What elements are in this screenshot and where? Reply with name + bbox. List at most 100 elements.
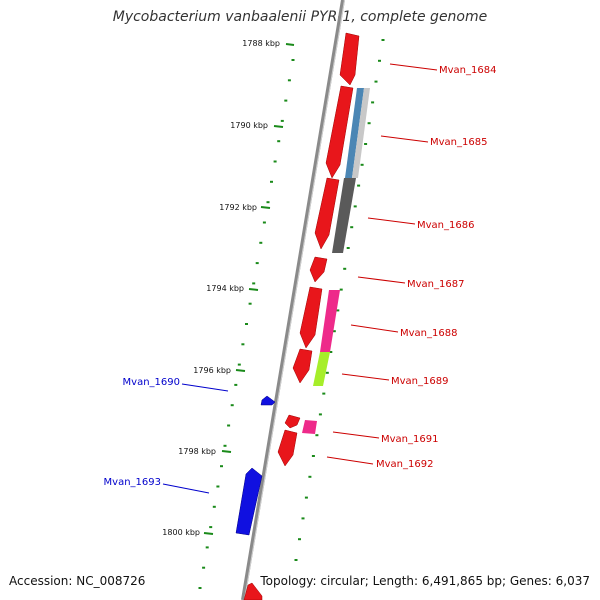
guide-dot: [353, 205, 357, 208]
guide-dot: [245, 323, 248, 325]
guide-dot: [329, 351, 333, 353]
guide-dot: [255, 262, 259, 265]
cog-ring: [302, 88, 370, 434]
guide-dot: [304, 496, 308, 499]
gene-arrow-mvan-1690[interactable]: [260, 395, 276, 406]
kbp-tick-mark: [260, 206, 271, 209]
gene-arrow-mvan-1689[interactable]: [292, 348, 313, 384]
leader-line: [380, 135, 429, 143]
gene-label-mvan-1689[interactable]: Mvan_1689: [391, 376, 448, 387]
guide-dot: [360, 163, 364, 166]
kbp-tick-label: 1794 kbp: [206, 284, 244, 293]
kbp-tick-mark: [203, 532, 214, 535]
gene-arrow-next[interactable]: [243, 582, 263, 600]
guide-dot: [277, 140, 281, 143]
guide-dot: [216, 485, 220, 488]
guide-dot: [315, 434, 319, 437]
leader-line: [341, 373, 390, 381]
leader-line: [389, 63, 438, 71]
guide-dot: [273, 160, 277, 163]
gene-label-mvan-1690[interactable]: Mvan_1690: [123, 377, 180, 388]
guide-dot: [346, 247, 350, 249]
guide-dot: [223, 444, 227, 447]
kbp-tick-mark: [273, 125, 284, 128]
guide-dot: [291, 59, 295, 61]
cog-segment-magenta: [302, 420, 317, 434]
guide-dot: [332, 330, 336, 333]
guide-dot: [252, 282, 256, 285]
gene-label-mvan-1693[interactable]: Mvan_1693: [104, 477, 161, 488]
guide-dot: [336, 309, 340, 312]
gene-label-mvan-1691[interactable]: Mvan_1691: [381, 434, 438, 445]
guide-dot: [294, 559, 298, 561]
gene-labels: Mvan_1684 Mvan_1685 Mvan_1686 Mvan_1687 …: [104, 63, 496, 494]
kbp-tick-mark: [235, 369, 246, 372]
gene-arrow-mvan-1692[interactable]: [277, 429, 298, 467]
gene-label-mvan-1684[interactable]: Mvan_1684: [439, 65, 496, 76]
guide-dot: [318, 413, 322, 416]
guide-dot: [266, 201, 270, 204]
guide-dot: [202, 566, 206, 569]
guide-dot: [237, 363, 241, 366]
guide-dot: [287, 79, 291, 82]
leader-line: [357, 276, 406, 284]
gene-label-mvan-1688[interactable]: Mvan_1688: [400, 328, 457, 339]
guide-dot: [374, 80, 378, 83]
guide-dot: [339, 288, 343, 291]
gene-label-mvan-1685[interactable]: Mvan_1685: [430, 137, 487, 148]
guide-dot: [209, 526, 213, 529]
cog-segment-lightgray: [352, 88, 370, 178]
guide-dot: [262, 221, 266, 224]
gene-label-mvan-1687[interactable]: Mvan_1687: [407, 279, 464, 290]
gene-label-mvan-1692[interactable]: Mvan_1692: [376, 459, 433, 470]
guide-dot: [205, 546, 209, 549]
guide-dot: [343, 267, 347, 270]
guide-dot: [298, 538, 301, 541]
guide-dot: [248, 302, 252, 305]
gene-arrow-mvan-1693[interactable]: [235, 467, 263, 536]
guide-dot: [371, 101, 375, 104]
guide-dot: [308, 475, 312, 478]
guide-dot: [357, 184, 361, 187]
leader-line: [326, 456, 374, 465]
leader-line: [162, 483, 210, 494]
gene-arrow-mvan-1686[interactable]: [314, 177, 340, 250]
leader-line: [350, 324, 399, 333]
guide-dot: [234, 383, 238, 386]
guide-dot: [378, 59, 381, 62]
cog-segment-magenta: [320, 290, 340, 352]
gene-arrow-mvan-1688[interactable]: [299, 286, 323, 349]
reverse-genes: [235, 395, 276, 536]
forward-genes: [243, 32, 360, 600]
guide-dots: [198, 39, 385, 589]
genome-summary-text: Topology: circular; Length: 6,491,865 bp…: [260, 574, 590, 588]
guide-dot: [259, 241, 263, 244]
leader-line: [367, 217, 416, 225]
kbp-tick-label: 1790 kbp: [230, 121, 268, 130]
guide-dot: [230, 404, 234, 407]
guide-dot: [364, 143, 368, 145]
gene-arrow-mvan-1687[interactable]: [309, 256, 328, 283]
guide-dot: [284, 99, 288, 102]
guide-dot: [325, 371, 329, 374]
guide-dot: [301, 517, 305, 520]
gene-arrow-mvan-1685[interactable]: [325, 85, 354, 179]
gene-arrow-mvan-1684[interactable]: [339, 32, 360, 86]
leader-line: [332, 431, 380, 439]
cog-segment-darkgray: [332, 178, 356, 253]
kbp-tick-label: 1800 kbp: [162, 528, 200, 537]
leader-line: [181, 383, 229, 392]
guide-dot: [227, 424, 231, 427]
gene-label-mvan-1686[interactable]: Mvan_1686: [417, 220, 474, 231]
guide-dot: [350, 226, 354, 229]
guide-dot: [367, 122, 371, 125]
guide-dot: [280, 119, 284, 122]
guide-dot: [381, 39, 385, 41]
cog-segment-blue: [345, 88, 364, 178]
map-title: Mycobacterium vanbaalenii PYR-1, complet…: [112, 9, 488, 25]
guide-dot: [241, 343, 245, 346]
gene-arrow-mvan-1691[interactable]: [284, 414, 301, 429]
kbp-tick-label: 1788 kbp: [242, 39, 280, 48]
kbp-tick-label: 1796 kbp: [193, 366, 231, 375]
